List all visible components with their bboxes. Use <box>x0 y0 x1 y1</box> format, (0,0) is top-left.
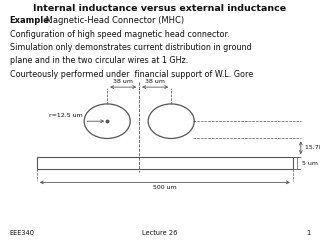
Text: 38 um: 38 um <box>113 79 133 84</box>
Text: 1: 1 <box>306 230 310 236</box>
Text: r=12.5 um: r=12.5 um <box>49 113 83 118</box>
Text: Simulation only demonstrates current distribution in ground: Simulation only demonstrates current dis… <box>10 43 251 52</box>
Text: plane and in the two circular wires at 1 GHz.: plane and in the two circular wires at 1… <box>10 56 188 66</box>
Text: EEE340: EEE340 <box>10 230 35 236</box>
Text: Internal inductance versus external inductance: Internal inductance versus external indu… <box>33 4 287 12</box>
Text: Configuration of high speed magnetic head connector.: Configuration of high speed magnetic hea… <box>10 30 229 39</box>
Text: 38 um: 38 um <box>145 79 165 84</box>
Bar <box>37 157 293 169</box>
Text: Magnetic-Head Connector (MHC): Magnetic-Head Connector (MHC) <box>43 16 184 25</box>
Text: 15.78 um: 15.78 um <box>305 145 320 150</box>
Text: Example.: Example. <box>10 16 53 25</box>
Text: 500 um: 500 um <box>153 185 177 190</box>
Text: Lecture 26: Lecture 26 <box>142 230 178 236</box>
Text: 5 um: 5 um <box>302 161 318 166</box>
Text: Courteously performed under  financial support of W.L. Gore: Courteously performed under financial su… <box>10 70 253 79</box>
